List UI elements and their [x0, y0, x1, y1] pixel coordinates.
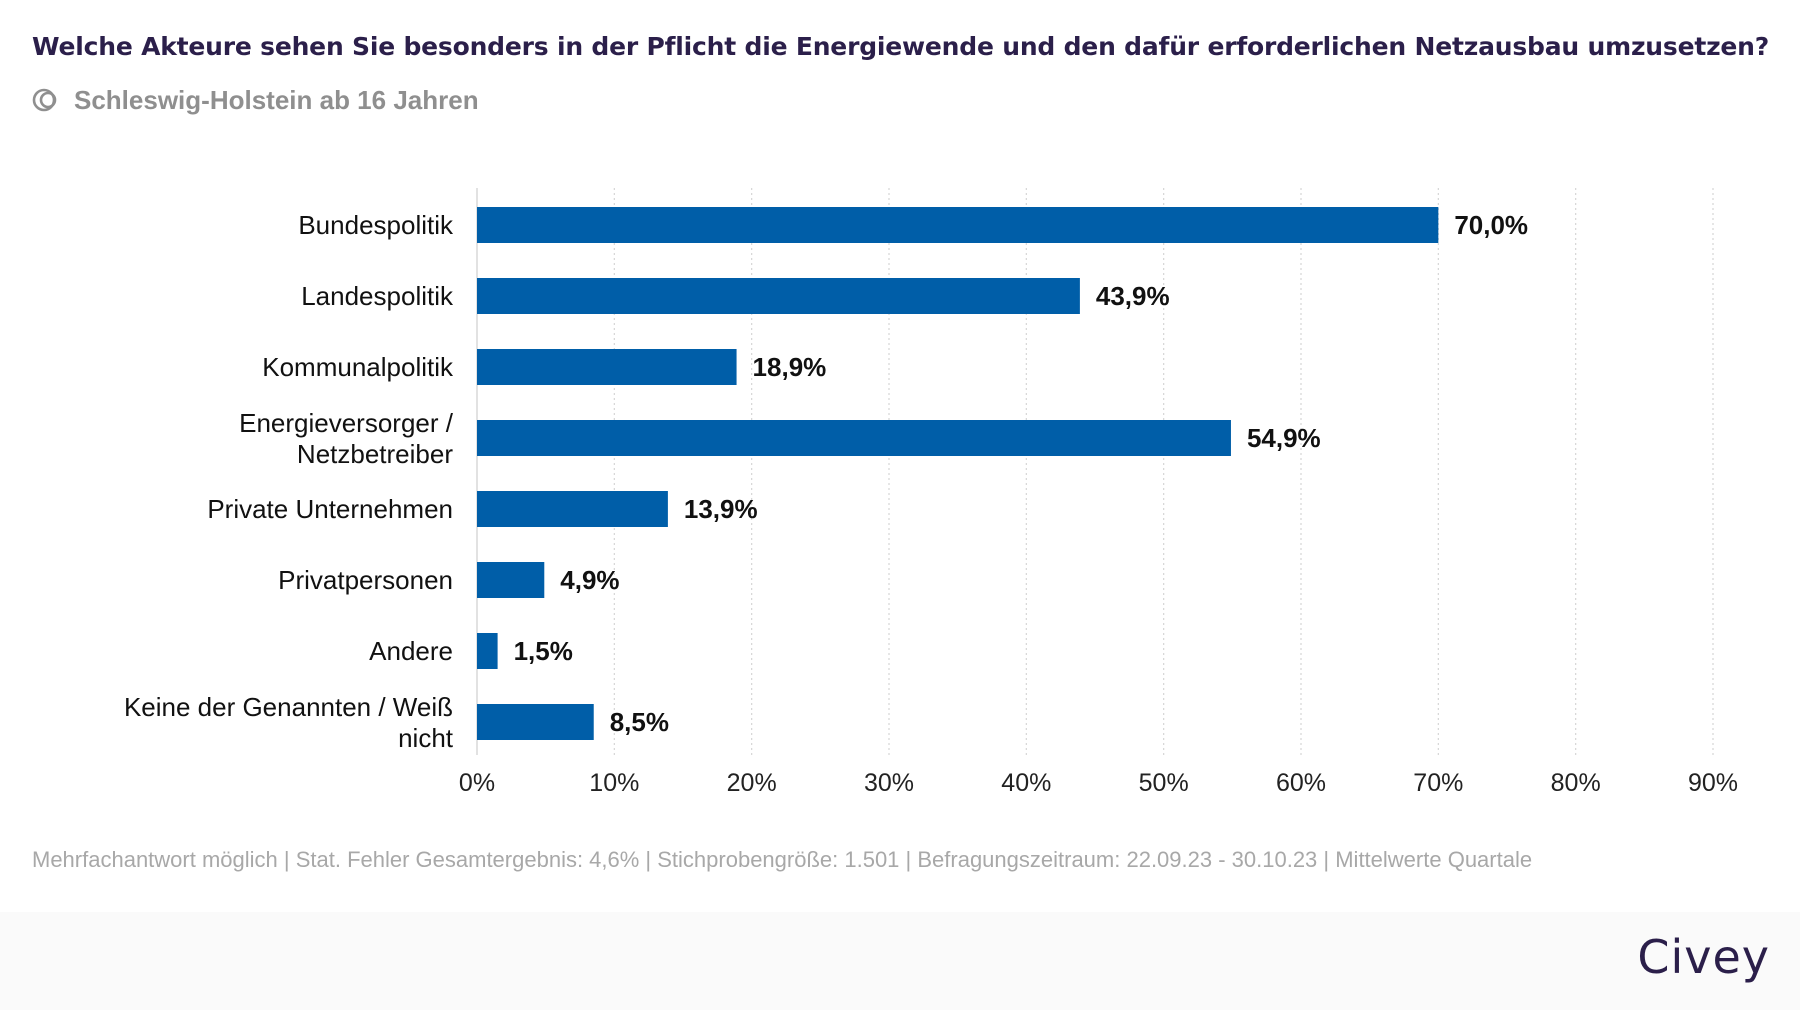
bar-chart: Bundespolitik Landespolitik Kommunalpoliti… [124, 188, 1738, 797]
category-labels: Bundespolitik Landespolitik Kommunalpoliti… [124, 210, 454, 753]
category-label: Keine der Genannten / Weiß nicht [124, 692, 454, 753]
x-tick-label: 0% [459, 769, 495, 797]
value-label: 13,9% [684, 494, 758, 524]
x-tick-label: 50% [1139, 769, 1189, 797]
chart-title: Welche Akteure sehen Sie besonders in de… [32, 32, 1770, 61]
chart-subtitle: Schleswig-Holstein ab 16 Jahren [74, 84, 479, 115]
value-label: 1,5% [514, 636, 573, 666]
value-label: 4,9% [560, 565, 619, 595]
x-tick-label: 70% [1413, 769, 1463, 797]
value-label: 70,0% [1454, 210, 1528, 240]
bar [477, 349, 737, 385]
bars [477, 207, 1439, 740]
footer-band: Civey [0, 912, 1800, 1010]
category-label: Private Unternehmen [207, 494, 453, 524]
bar [477, 491, 668, 527]
value-label: 18,9% [753, 352, 827, 382]
bar [477, 562, 545, 598]
bar [477, 207, 1439, 243]
bar [477, 278, 1080, 314]
category-label: Kommunalpolitik [262, 352, 454, 382]
category-label: Andere [369, 636, 453, 666]
value-label: 43,9% [1096, 281, 1170, 311]
bar [477, 704, 594, 740]
x-tick-label: 10% [589, 769, 639, 797]
footnote: Mehrfachantwort möglich | Stat. Fehler G… [32, 847, 1533, 872]
category-label: Bundespolitik [298, 210, 454, 240]
value-label: 54,9% [1247, 423, 1321, 453]
bar [477, 420, 1231, 456]
x-tick-label: 80% [1551, 769, 1601, 797]
population-icon [32, 88, 57, 112]
x-tick-label: 30% [864, 769, 914, 797]
x-tick-label: 60% [1276, 769, 1326, 797]
x-tick-labels: 0% 10% 20% 30% 40% 50% 60% 70% 80% 90% [459, 769, 1738, 797]
value-labels: 70,0% 43,9% 18,9% 54,9% 13,9% 4,9% 1,5% 8,5% [514, 210, 1528, 737]
x-tick-label: 90% [1688, 769, 1738, 797]
category-label: Privatpersonen [278, 565, 453, 595]
subtitle-row: Schleswig-Holstein ab 16 Jahren [32, 82, 479, 118]
value-label: 8,5% [610, 707, 669, 737]
bar [477, 633, 498, 669]
category-label: Landespolitik [301, 281, 454, 311]
category-label: Energieversorger / Netzbetreiber [239, 408, 454, 469]
x-tick-label: 40% [1001, 769, 1051, 797]
grid-lines [476, 188, 1714, 755]
brand-logo: Civey [1637, 930, 1770, 984]
x-tick-label: 20% [727, 769, 777, 797]
